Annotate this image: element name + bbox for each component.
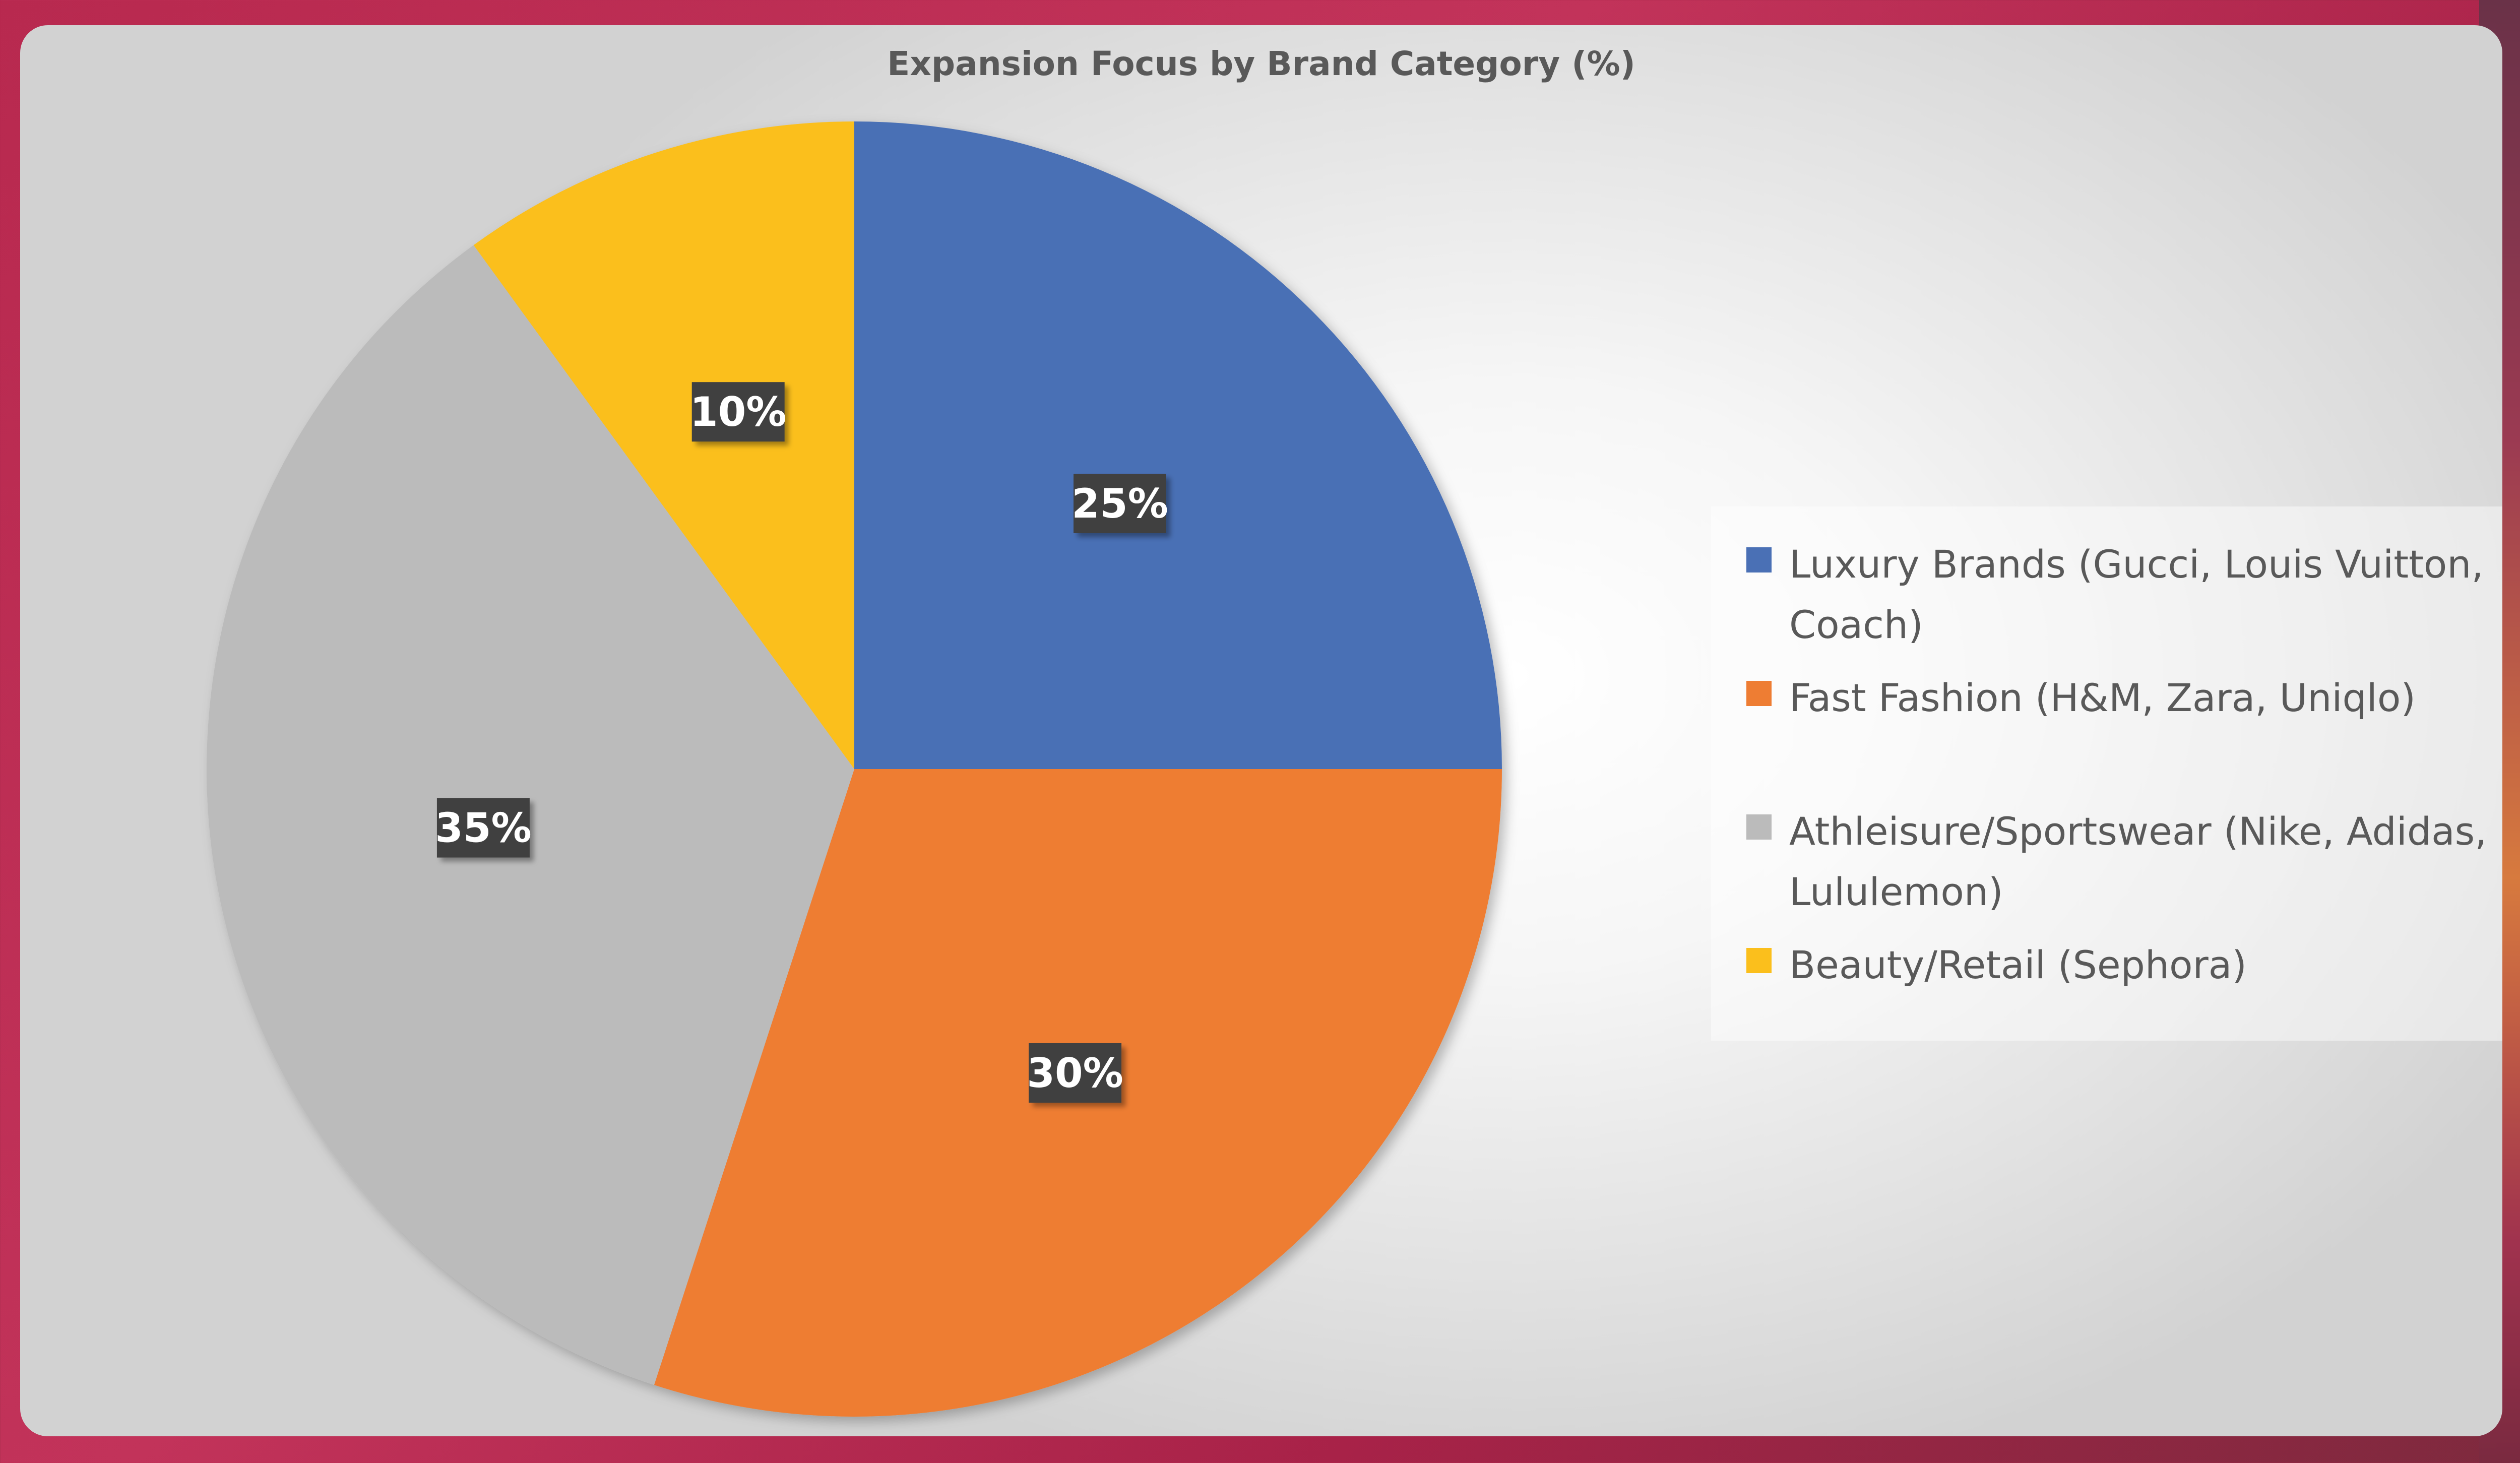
data-label-text-beauty: 10% [690,389,786,435]
legend-swatch-beauty [1746,948,1772,973]
legend-label-luxury: Luxury Brands (Gucci, Louis Vuitton, Coa… [1789,542,2484,647]
legend-label-athleisure: Athleisure/Sportswear (Nike, Adidas, Lul… [1789,809,2487,914]
legend-swatch-fast-fashion [1746,681,1772,706]
chart-card: Expansion Focus by Brand Category (%) 25… [20,25,2502,1436]
legend-swatch-luxury [1746,547,1772,573]
data-label-text-fast-fashion: 30% [1027,1050,1123,1097]
pie-slice-beauty [473,121,854,769]
data-label-text-athleisure: 35% [435,805,531,852]
data-label-text-luxury: 25% [1072,480,1168,527]
pie-slice-luxury [854,121,1502,769]
data-label-athleisure: 35% [435,798,532,858]
chart-title: Expansion Focus by Brand Category (%) [887,44,1635,83]
legend-label-fast-fashion: Fast Fashion (H&M, Zara, Uniqlo) [1789,675,2416,720]
data-label-luxury: 25% [1072,474,1168,533]
data-label-fast-fashion: 30% [1027,1043,1123,1103]
legend-swatch-athleisure [1746,814,1772,840]
chart-legend: Luxury Brands (Gucci, Louis Vuitton, Coa… [1711,506,2502,1041]
legend-label-beauty: Beauty/Retail (Sephora) [1789,942,2247,987]
pie-chart: 25% 30% 35% 10% [206,121,1502,1417]
data-label-beauty: 10% [690,382,786,442]
pie-slice-athleisure [206,245,854,1385]
